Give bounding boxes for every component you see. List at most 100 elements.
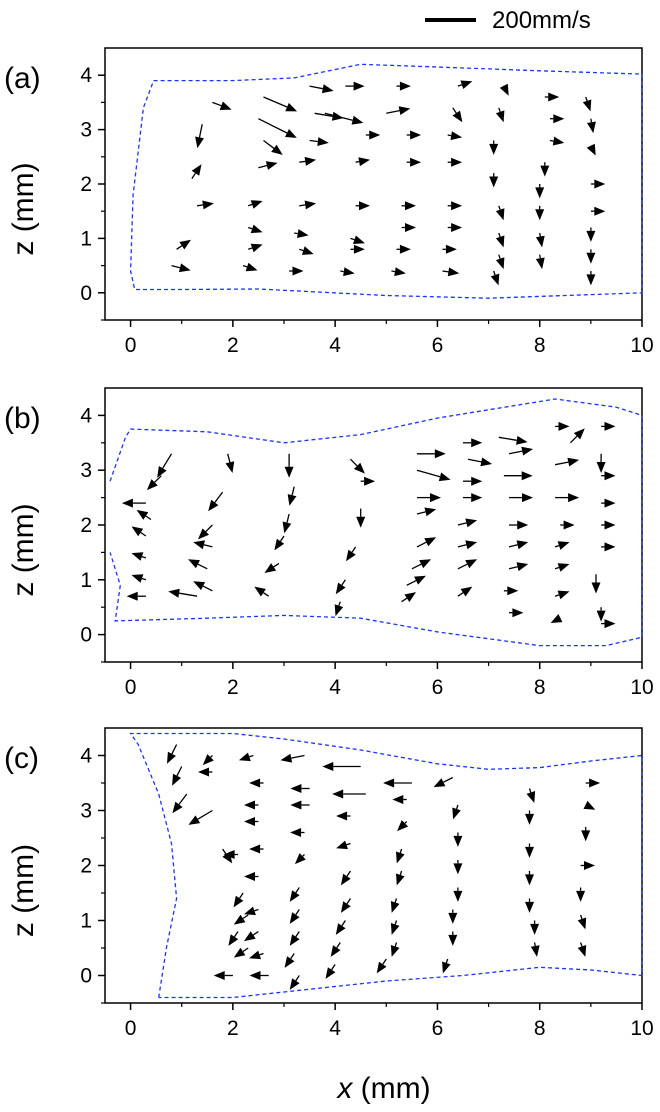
vector-arrowhead [586,143,596,156]
vector-shaft [401,597,408,603]
vector-shaft [178,793,188,805]
velocity-vector [171,263,191,273]
vector-arrowhead [274,538,285,551]
velocity-vector [447,157,463,167]
velocity-vector [390,898,400,913]
vector-arrowhead [604,542,616,552]
velocity-vector [244,800,259,810]
velocity-vector [254,586,270,597]
vector-arrowhead [553,114,565,124]
vector-arrowhead [244,800,255,810]
velocity-vector [197,200,214,210]
scale-bar: 200mm/s [425,7,591,34]
vector-arrowhead [516,540,529,550]
vector-arrowhead [356,516,366,528]
vector-arrowhead [525,813,534,825]
vector-arrowhead [290,828,302,837]
vector-arrowhead [390,901,400,913]
boundary-dashed-line [129,732,643,999]
velocity-vector [334,601,344,617]
velocity-vector [601,542,616,552]
velocity-vector [448,931,458,946]
vector-shaft [457,522,467,526]
velocity-vector [495,107,505,123]
velocity-vector [376,958,387,974]
vector-arrowhead [573,428,585,440]
vector-shaft [452,107,457,114]
vector-arrowhead [202,754,214,766]
vector-shaft [579,942,583,947]
vector-shaft [263,139,275,149]
vector-arrowhead [453,890,463,902]
vector-shaft [233,931,239,938]
velocity-vector [289,266,304,276]
y-axis-title: z (mm) [7,162,40,255]
vector-arrowhead [292,266,304,276]
vector-arrowhead [172,773,182,786]
velocity-vector [355,157,370,167]
vector-arrowhead [438,472,451,482]
velocity-vector [591,574,601,594]
vector-shaft [442,270,449,273]
vector-arrowhead [249,778,261,788]
velocity-vector [525,898,534,913]
velocity-vector [509,520,529,530]
velocity-vector [340,898,352,913]
velocity-vector [299,200,317,210]
velocity-vector [198,524,213,540]
velocity-vector [324,112,364,125]
velocity-vector [289,931,300,946]
vector-arrowhead [447,267,460,277]
vector-arrowhead [225,461,235,473]
velocity-vector [530,942,540,957]
velocity-vector [583,800,596,810]
velocity-vector [396,81,411,91]
velocity-vector [290,800,310,810]
vector-arrowhead [489,176,499,188]
y-tick-label: 1 [80,227,92,250]
vector-arrowhead [584,861,595,870]
vector-arrowhead [179,239,191,250]
vector-arrowhead [340,873,351,886]
vector-arrowhead [495,257,505,270]
velocity-vector [345,81,365,91]
velocity-vector [249,778,264,788]
vector-shaft [247,203,253,207]
velocity-vector [586,249,596,264]
velocity-vector [356,508,366,528]
velocity-vector [544,92,560,102]
vector-arrowhead [516,435,528,445]
velocity-vector [274,535,285,551]
y-tick-label: 0 [80,282,92,305]
vector-arrowhead [452,807,461,820]
vector-arrowhead [136,509,149,520]
vector-arrowhead [557,541,570,550]
vector-shaft [176,766,183,777]
velocity-vector [495,205,505,221]
y-tick-label: 3 [80,459,92,482]
y-tick-label: 3 [80,800,92,823]
boundary-dashed-line [129,63,643,299]
velocity-vector [601,498,616,508]
vector-arrowhead [430,493,441,503]
vector-shaft [394,942,398,947]
vector-shaft [404,821,408,824]
vector-arrowhead [364,476,376,486]
vector-arrowhead [332,789,344,799]
x-tick-label: 6 [432,1017,444,1040]
vector-shaft [399,870,403,876]
x-tick-label: 8 [534,676,546,699]
vector-shaft [291,754,305,759]
vector-arrowhead [325,967,336,979]
vector-arrowhead [195,136,204,149]
velocity-vector [535,232,545,248]
vector-shaft [554,544,560,548]
vector-arrowhead [526,791,536,803]
vector-arrowhead [398,106,411,115]
vector-arrowhead [198,528,209,540]
vector-shaft [406,580,417,586]
vector-arrowhead [512,608,524,618]
velocity-vector [525,871,534,886]
vector-arrowhead [567,457,580,467]
